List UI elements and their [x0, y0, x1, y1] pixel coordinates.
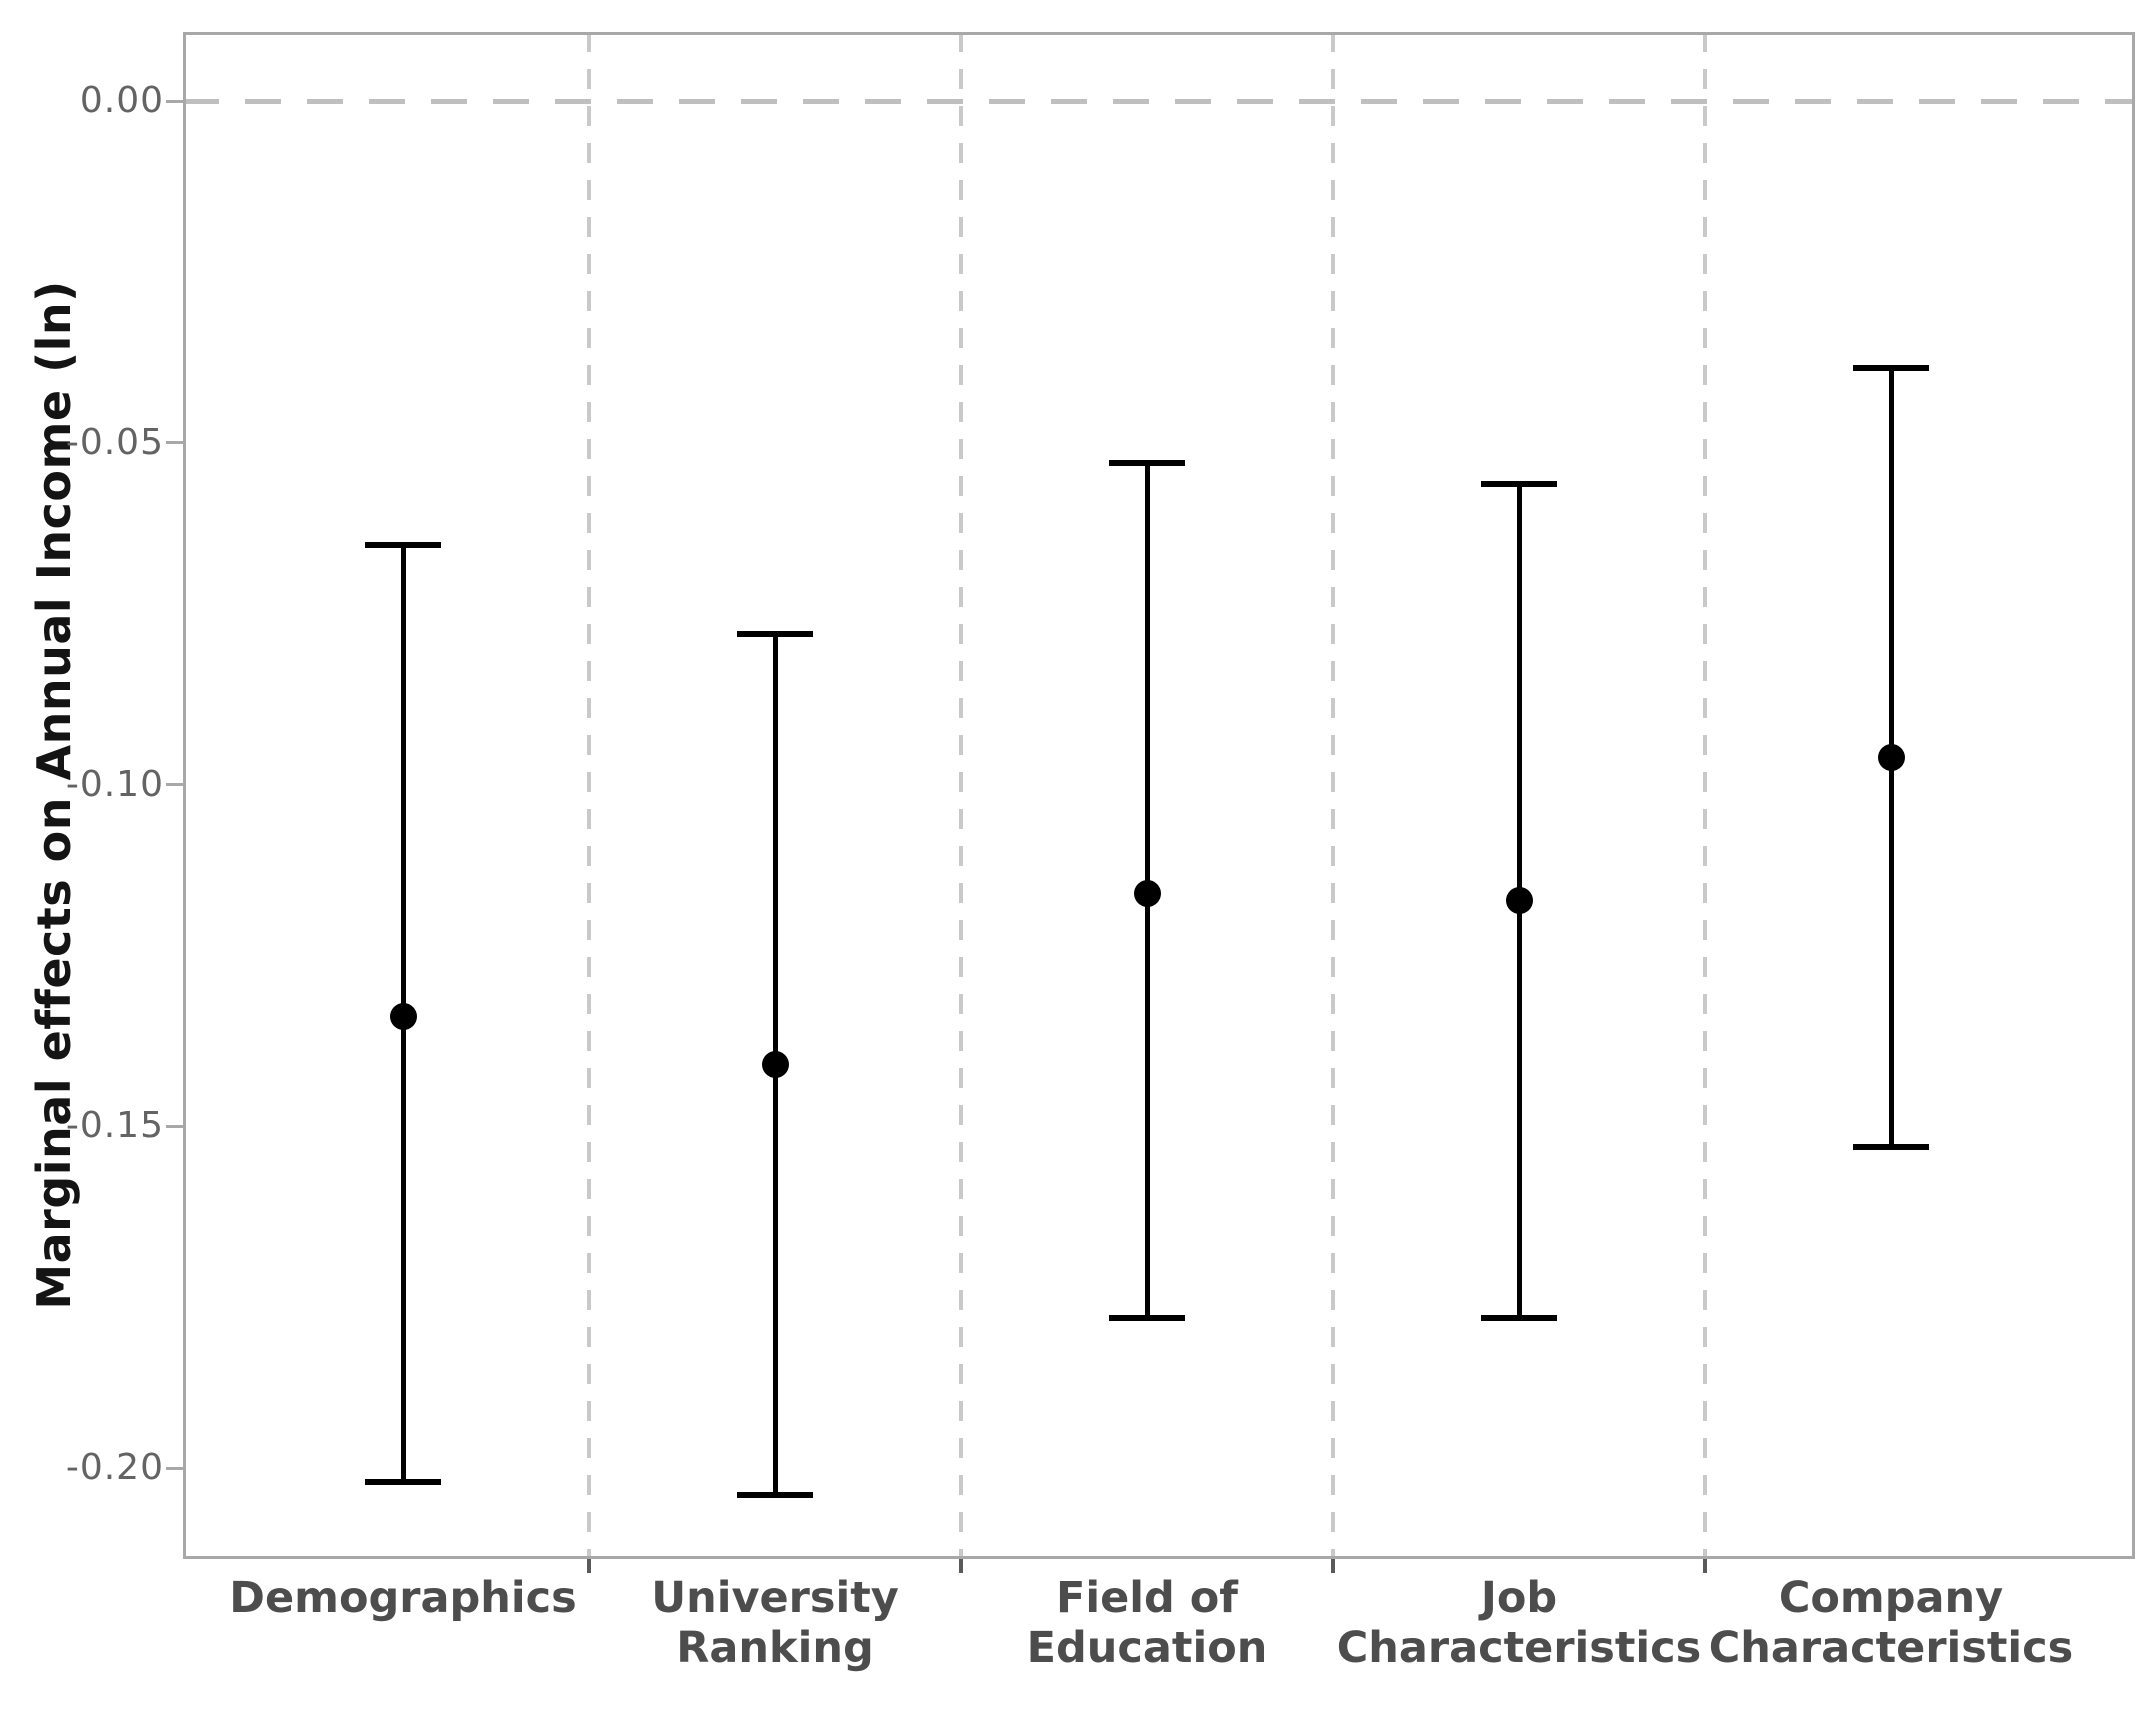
y-tick-label: 0.00 [79, 80, 164, 122]
error-bar-cap-top [365, 542, 441, 549]
zero-reference-line [183, 99, 2135, 105]
x-tick-mark [1331, 1559, 1335, 1573]
y-tick-mark [166, 783, 183, 787]
category-divider-gridline [959, 32, 963, 1559]
x-tick-mark [959, 1559, 963, 1573]
x-axis-category-label: University Ranking [651, 1573, 899, 1673]
error-bar-cap-bottom [365, 1478, 441, 1485]
category-divider-gridline [1331, 32, 1335, 1559]
point-estimate-dot [1133, 880, 1161, 908]
y-tick-mark [166, 1124, 183, 1128]
error-bar-cap-bottom [1109, 1314, 1185, 1321]
error-bar-cap-bottom [737, 1492, 813, 1499]
error-bar-cap-top [1853, 364, 1929, 371]
y-tick-mark [166, 99, 183, 103]
y-tick-mark [166, 1466, 183, 1470]
y-tick-label: -0.15 [65, 1105, 164, 1147]
point-estimate-dot [1505, 887, 1533, 915]
x-tick-mark [1703, 1559, 1707, 1573]
x-axis-category-label: Job Characteristics [1336, 1573, 1702, 1673]
category-divider-gridline [587, 32, 591, 1559]
point-estimate-dot [761, 1051, 789, 1079]
x-axis-category-label: Company Characteristics [1708, 1573, 2074, 1673]
x-axis-category-label: Field of Education [1026, 1573, 1268, 1673]
x-axis-category-label: Demographics [229, 1573, 577, 1623]
error-bar-cap-top [1481, 480, 1557, 487]
y-tick-label: -0.10 [65, 763, 164, 805]
error-bar-cap-bottom [1481, 1314, 1557, 1321]
error-bar-cap-top [1109, 460, 1185, 467]
y-tick-label: -0.05 [65, 421, 164, 463]
error-bar-cap-top [737, 631, 813, 638]
error-bar-cap-bottom [1853, 1143, 1929, 1150]
point-estimate-dot [1877, 743, 1905, 771]
y-tick-label: -0.20 [65, 1447, 164, 1489]
point-estimate-dot [389, 1003, 417, 1031]
y-tick-mark [166, 441, 183, 445]
category-divider-gridline [1703, 32, 1707, 1559]
x-tick-mark [587, 1559, 591, 1573]
plot-area [183, 32, 2135, 1559]
